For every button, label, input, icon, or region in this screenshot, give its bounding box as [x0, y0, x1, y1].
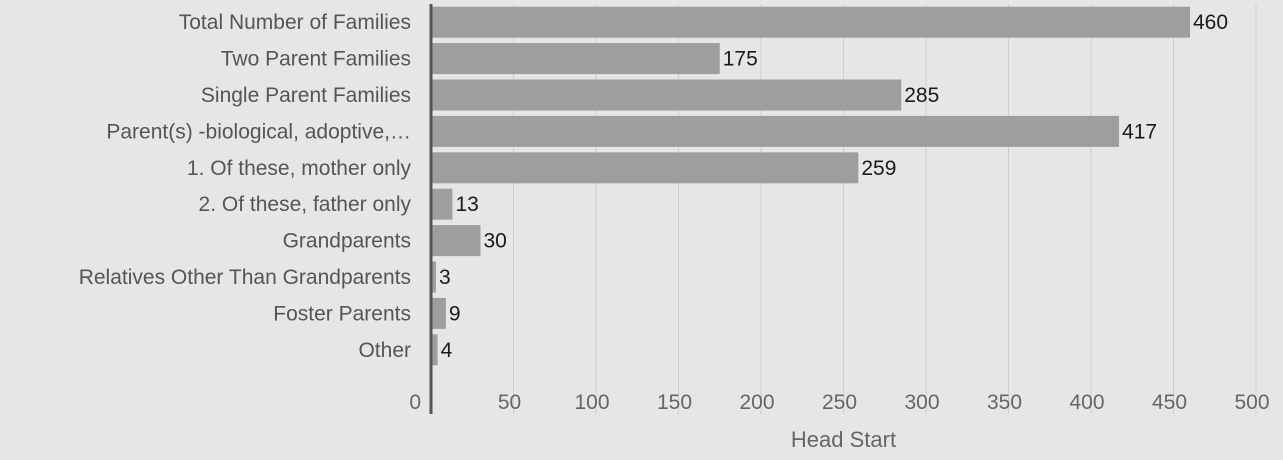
x-tick-label: 0 [409, 391, 421, 414]
x-tick-label: 100 [574, 391, 609, 414]
data-label: 285 [904, 84, 939, 107]
category-label: Two Parent Families [221, 48, 411, 71]
category-label: 2. Of these, father only [199, 193, 412, 216]
data-label: 4 [441, 339, 453, 362]
data-label: 175 [723, 48, 758, 71]
bar [431, 43, 720, 74]
data-label: 3 [439, 266, 451, 289]
x-tick-label: 400 [1069, 391, 1104, 414]
category-label: 1. Of these, mother only [187, 157, 412, 180]
x-axis-title: Head Start [791, 427, 896, 452]
bar [431, 116, 1119, 147]
x-tick-label: 300 [904, 391, 939, 414]
category-label: Parent(s) -biological, adoptive,… [106, 120, 411, 143]
category-label: Grandparents [283, 230, 411, 253]
category-label: Total Number of Families [179, 11, 411, 34]
data-label: 259 [861, 157, 896, 180]
data-label: 30 [484, 230, 507, 253]
bar [431, 225, 481, 256]
data-label: 9 [449, 302, 461, 325]
x-tick-label: 150 [657, 391, 692, 414]
x-tick-label: 50 [498, 391, 521, 414]
bar [431, 298, 446, 329]
data-label: 460 [1193, 11, 1228, 34]
bar [431, 80, 901, 111]
category-label: Single Parent Families [201, 84, 411, 107]
bar [431, 152, 858, 183]
x-tick-label: 450 [1152, 391, 1187, 414]
category-label: Other [358, 339, 411, 362]
bar [431, 7, 1190, 38]
bar [431, 189, 452, 220]
x-tick-label: 500 [1234, 391, 1269, 414]
data-label: 13 [455, 193, 478, 216]
category-label: Relatives Other Than Grandparents [79, 266, 411, 289]
x-tick-label: 200 [739, 391, 774, 414]
x-tick-label: 250 [822, 391, 857, 414]
x-tick-label: 350 [987, 391, 1022, 414]
category-label: Foster Parents [273, 302, 411, 325]
data-label: 417 [1122, 120, 1157, 143]
